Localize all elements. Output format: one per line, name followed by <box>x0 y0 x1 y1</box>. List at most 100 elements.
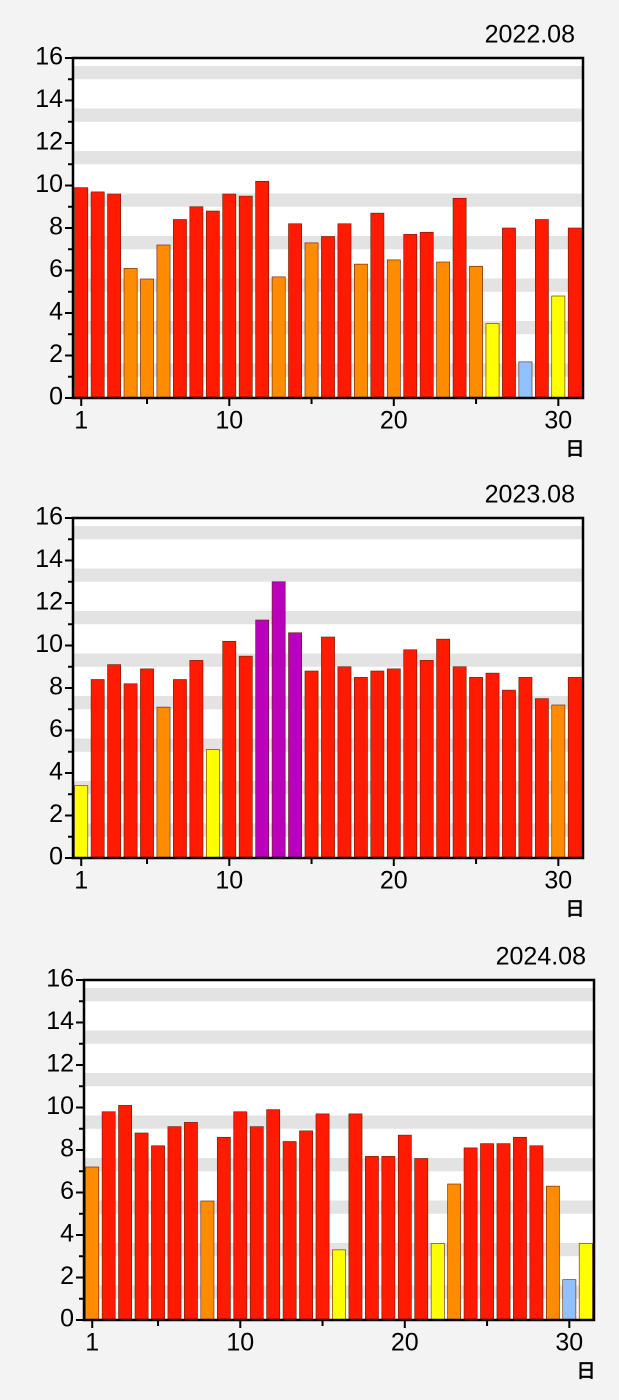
bar <box>173 679 187 859</box>
bar <box>436 638 451 859</box>
bar <box>534 698 549 859</box>
bar <box>107 193 122 399</box>
bar <box>238 195 253 399</box>
y-tick-label: 4 <box>49 298 63 326</box>
grid-band <box>73 568 583 582</box>
x-tick-label: 1 <box>85 1329 99 1357</box>
y-tick-label: 8 <box>49 213 63 241</box>
bar <box>134 1132 149 1321</box>
x-tick-label: 30 <box>555 1329 583 1357</box>
y-tick-label: 12 <box>35 588 63 616</box>
bar <box>156 244 171 399</box>
bar <box>430 1243 445 1321</box>
grid-band <box>84 1073 594 1087</box>
x-tick-label: 20 <box>380 407 408 435</box>
y-tick-label: 2 <box>60 1262 74 1290</box>
bar <box>249 1126 264 1321</box>
bar <box>332 1249 346 1321</box>
bar <box>173 219 187 399</box>
bar <box>205 749 220 859</box>
bar <box>551 704 566 859</box>
bar <box>452 197 467 399</box>
bar <box>222 193 237 399</box>
bar <box>123 268 138 399</box>
bar <box>469 265 483 399</box>
bar <box>189 660 204 859</box>
bar <box>90 679 105 859</box>
y-tick-label: 6 <box>49 255 63 283</box>
bar <box>156 706 171 859</box>
bar <box>321 636 335 859</box>
bar <box>452 666 467 859</box>
bar <box>370 212 385 399</box>
bar <box>189 206 204 399</box>
x-tick-label: 10 <box>215 867 243 895</box>
grid-band <box>73 66 583 80</box>
bar <box>337 666 352 859</box>
bar <box>74 187 89 399</box>
bar <box>315 1113 330 1321</box>
bar <box>386 668 401 859</box>
bar <box>216 1136 231 1321</box>
bar <box>222 640 237 859</box>
bar <box>74 785 89 859</box>
bar <box>419 231 434 399</box>
bar <box>502 227 516 399</box>
bar <box>184 1122 198 1321</box>
bar <box>299 1130 313 1321</box>
y-tick-label: 8 <box>49 673 63 701</box>
y-tick-label: 4 <box>60 1220 74 1248</box>
x-axis-label: 日 <box>565 439 584 460</box>
bar <box>271 581 286 859</box>
bar <box>370 670 385 859</box>
y-tick-label: 12 <box>46 1050 74 1078</box>
bar <box>496 1143 511 1321</box>
bar <box>233 1111 248 1321</box>
x-tick-label: 10 <box>215 407 243 435</box>
y-tick-label: 4 <box>49 758 63 786</box>
y-tick-label: 14 <box>35 85 63 113</box>
bar <box>419 660 434 859</box>
x-tick-label: 30 <box>544 867 572 895</box>
x-tick-label: 10 <box>226 1329 254 1357</box>
bar <box>255 180 270 399</box>
bar <box>545 1185 560 1321</box>
y-tick-label: 16 <box>46 965 74 993</box>
bar <box>518 677 533 859</box>
bar <box>529 1145 544 1321</box>
y-tick-label: 0 <box>49 383 63 411</box>
bar <box>107 664 122 859</box>
y-tick-label: 6 <box>60 1177 74 1205</box>
bar <box>304 242 319 399</box>
bar <box>304 670 319 859</box>
bar <box>447 1183 462 1321</box>
x-tick-label: 1 <box>74 867 88 895</box>
bar <box>403 649 418 859</box>
y-tick-label: 14 <box>46 1007 74 1035</box>
x-tick-label: 30 <box>544 407 572 435</box>
bar <box>200 1200 215 1321</box>
bar <box>365 1156 379 1321</box>
y-tick-label: 16 <box>35 503 63 531</box>
bar <box>282 1141 297 1321</box>
bar <box>567 677 582 859</box>
bar <box>205 210 220 399</box>
bar <box>469 677 483 859</box>
y-tick-label: 14 <box>35 545 63 573</box>
bar <box>167 1126 182 1321</box>
bar <box>381 1156 396 1321</box>
bar <box>354 263 368 399</box>
y-tick-label: 16 <box>35 43 63 71</box>
x-axis-label: 日 <box>576 1361 595 1382</box>
y-tick-label: 12 <box>35 128 63 156</box>
bar <box>403 234 418 399</box>
bar <box>463 1147 478 1321</box>
bar <box>337 223 352 399</box>
y-tick-label: 10 <box>35 630 63 658</box>
chart-title: 2023.08 <box>485 481 575 509</box>
y-tick-label: 6 <box>49 715 63 743</box>
bar <box>436 261 451 399</box>
chart-title: 2024.08 <box>496 943 586 971</box>
bar <box>485 323 500 399</box>
